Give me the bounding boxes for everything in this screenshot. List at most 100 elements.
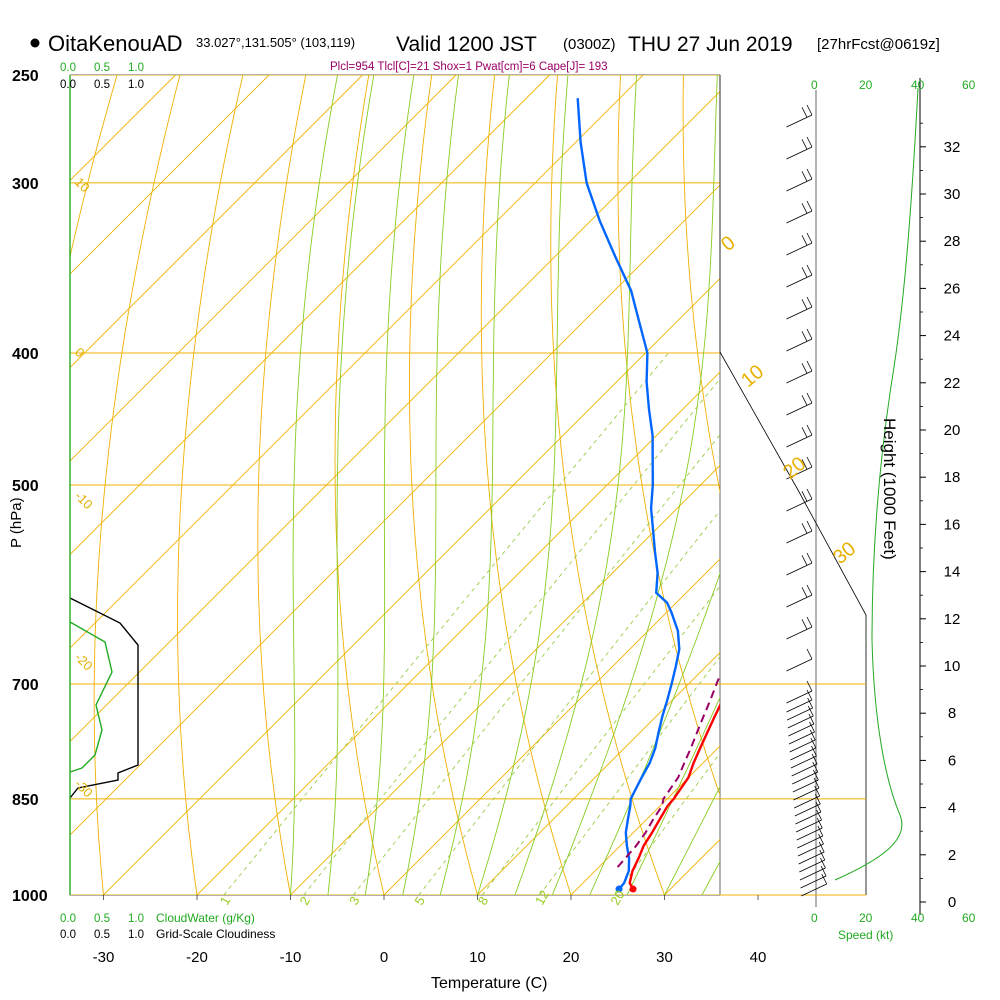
- wind-barb-icon: [786, 520, 813, 544]
- wind-barb-icon: [788, 713, 815, 737]
- dry-adiabat: [617, 75, 720, 797]
- temperature-tick-label: 10: [469, 949, 486, 966]
- height-tick-label: 22: [944, 375, 961, 392]
- wind-barb-icon: [786, 328, 813, 352]
- moist-adiabat: [327, 75, 375, 895]
- cloudwater-scale-bottom-2: 1.0: [128, 913, 144, 925]
- wind-barb-icon: [786, 136, 813, 160]
- height-tick-label: 14: [944, 564, 961, 581]
- height-tick-label: 16: [944, 516, 961, 533]
- wind-barb-icon: [794, 785, 821, 809]
- pressure-tick-label: 850: [12, 792, 39, 809]
- wind-barb-icon: [797, 825, 824, 849]
- height-tick-label: 8: [948, 705, 956, 722]
- cloudiness-scale-top-2: 1.0: [128, 79, 144, 91]
- height-tick-label: 30: [944, 186, 961, 203]
- speed-scale-bottom-1: 20: [859, 911, 873, 925]
- pressure-tick-label: 1000: [12, 888, 48, 905]
- speed-scale-bottom-2: 40: [911, 911, 925, 925]
- wind-barb-icon: [786, 424, 813, 448]
- temperature-tick-label: 40: [750, 949, 767, 966]
- dry-adiabat-label: 30: [829, 538, 860, 569]
- isotherm-line: [70, 75, 363, 369]
- wind-barb-icon: [786, 200, 813, 224]
- wind-barb-icon: [793, 777, 820, 801]
- moist-adiabat: [589, 572, 720, 895]
- height-tick-label: 26: [944, 280, 961, 297]
- wind-barb-icon: [795, 801, 822, 825]
- dry-adiabat: [809, 75, 1000, 895]
- isotherm-line: [70, 184, 720, 836]
- temperature-tick-label: -30: [93, 949, 115, 966]
- isotherm-line: [70, 75, 270, 275]
- wind-barb-icon: [791, 753, 818, 777]
- mixing-ratio-label: 1: [217, 894, 234, 908]
- speed-scale-top-0: 0: [811, 78, 818, 92]
- wind-barb-icon: [795, 809, 822, 833]
- height-tick-label: 24: [944, 328, 961, 345]
- pressure-tick-label: 700: [12, 677, 39, 694]
- cloudwater-scale-bottom-1: 0.5: [94, 913, 110, 925]
- dry-adiabat-label: 10: [737, 361, 768, 392]
- valid-time: Valid 1200 JST: [396, 33, 537, 56]
- height-tick-label: 0: [948, 894, 956, 911]
- wind-barb-icon: [786, 168, 813, 192]
- dewpoint-profile-line: [576, 98, 681, 890]
- cloudiness-scale-top-1: 0.5: [94, 79, 110, 91]
- wind-panel: [719, 75, 919, 907]
- mixing-ratio-line: [481, 585, 720, 895]
- temperature-tick-label: 0: [380, 949, 388, 966]
- moist-adiabat: [477, 75, 569, 895]
- wind-barb-icon: [789, 729, 816, 753]
- height-tick-label: 2: [948, 847, 956, 864]
- moist-adiabat: [290, 75, 338, 895]
- wind-barb-icon: [786, 616, 813, 640]
- mixing-ratio-line: [352, 434, 720, 895]
- y-axis-title: P (hPa): [8, 497, 25, 548]
- isotherm-line: [103, 277, 720, 895]
- wind-barb-icon: [788, 721, 815, 745]
- dewpoint-surface-point: [615, 885, 623, 893]
- parcel-params: Plcl=954 Tlcl[C]=21 Shox=1 Pwat[cm]=6 Ca…: [330, 61, 608, 73]
- wind-barb-icon: [800, 865, 827, 889]
- wind-barb-icon: [787, 705, 814, 729]
- dry-adiabat: [480, 75, 572, 895]
- isotherm-line: [196, 371, 720, 895]
- moist-adiabat: [439, 75, 510, 895]
- mixing-ratio-label: 5: [411, 894, 428, 908]
- x-axis-title: Temperature (C): [431, 975, 547, 992]
- dry-adiabat: [177, 75, 244, 895]
- pressure-tick-label: 500: [12, 478, 39, 495]
- cloudwater-scale-top-1: 0.5: [94, 62, 110, 74]
- valid-date: THU 27 Jun 2019: [628, 33, 793, 56]
- dry-adiabat: [334, 75, 385, 895]
- cloudiness-scale-bottom-0: 0.0: [60, 929, 76, 941]
- speed-scale-top-1: 20: [859, 78, 873, 92]
- isotherm-line: [70, 75, 457, 462]
- wind-barb-icon: [799, 857, 826, 881]
- speed-scale-bottom-3: 60: [962, 911, 976, 925]
- temperature-surface-point: [629, 885, 637, 893]
- dry-adiabat-label: 20: [779, 453, 810, 484]
- height-axis-title: Height (1000 Feet): [880, 418, 899, 560]
- pressure-tick-label: 250: [12, 68, 39, 85]
- mixing-ratio-line: [223, 352, 669, 895]
- isotherm-line: [477, 651, 720, 895]
- temperature-tick-label: 30: [656, 949, 673, 966]
- parcel-profile-line: [616, 672, 720, 868]
- speed-scale-top-3: 60: [962, 78, 976, 92]
- pressure-tick-label: 300: [12, 176, 39, 193]
- mixing-ratio-label: 3: [346, 894, 363, 908]
- mixing-ratio-line: [614, 752, 720, 895]
- pressure-tick-label: 400: [12, 346, 39, 363]
- cloudwater-scale-top-0: 0.0: [60, 62, 76, 74]
- temperature-tick-label: -20: [186, 949, 208, 966]
- wind-barb-icon: [794, 793, 821, 817]
- wind-barb-icon: [786, 296, 813, 320]
- wind-barb-icon: [792, 761, 819, 785]
- wind-barb-icon: [786, 392, 813, 416]
- cloudiness-label: Grid-Scale Cloudiness: [156, 927, 275, 941]
- isotherm-label: -10: [72, 488, 96, 512]
- station-name: OitaKenouAD: [48, 31, 183, 56]
